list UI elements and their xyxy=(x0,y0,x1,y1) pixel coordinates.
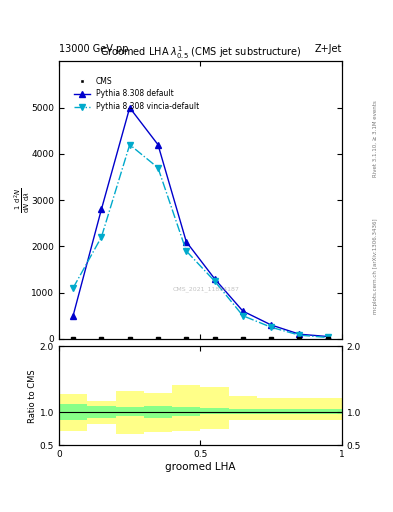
Text: $\frac{1}{\mathrm{d}N}\frac{\mathrm{d}^2N}{\mathrm{d}\lambda}$: $\frac{1}{\mathrm{d}N}\frac{\mathrm{d}^2… xyxy=(12,187,32,213)
Y-axis label: Ratio to CMS: Ratio to CMS xyxy=(28,369,37,423)
Text: mcplots.cern.ch [arXiv:1306.3436]: mcplots.cern.ch [arXiv:1306.3436] xyxy=(373,219,378,314)
Text: Z+Jet: Z+Jet xyxy=(314,44,342,54)
Text: Rivet 3.1.10, ≥ 3.1M events: Rivet 3.1.10, ≥ 3.1M events xyxy=(373,100,378,177)
Legend: CMS, Pythia 8.308 default, Pythia 8.308 vincia-default: CMS, Pythia 8.308 default, Pythia 8.308 … xyxy=(71,74,202,114)
Text: CMS_2021_11854187: CMS_2021_11854187 xyxy=(173,286,239,292)
X-axis label: groomed LHA: groomed LHA xyxy=(165,462,236,472)
Text: 13000 GeV pp: 13000 GeV pp xyxy=(59,44,129,54)
Title: Groomed LHA $\lambda^{1}_{0.5}$ (CMS jet substructure): Groomed LHA $\lambda^{1}_{0.5}$ (CMS jet… xyxy=(100,45,301,61)
